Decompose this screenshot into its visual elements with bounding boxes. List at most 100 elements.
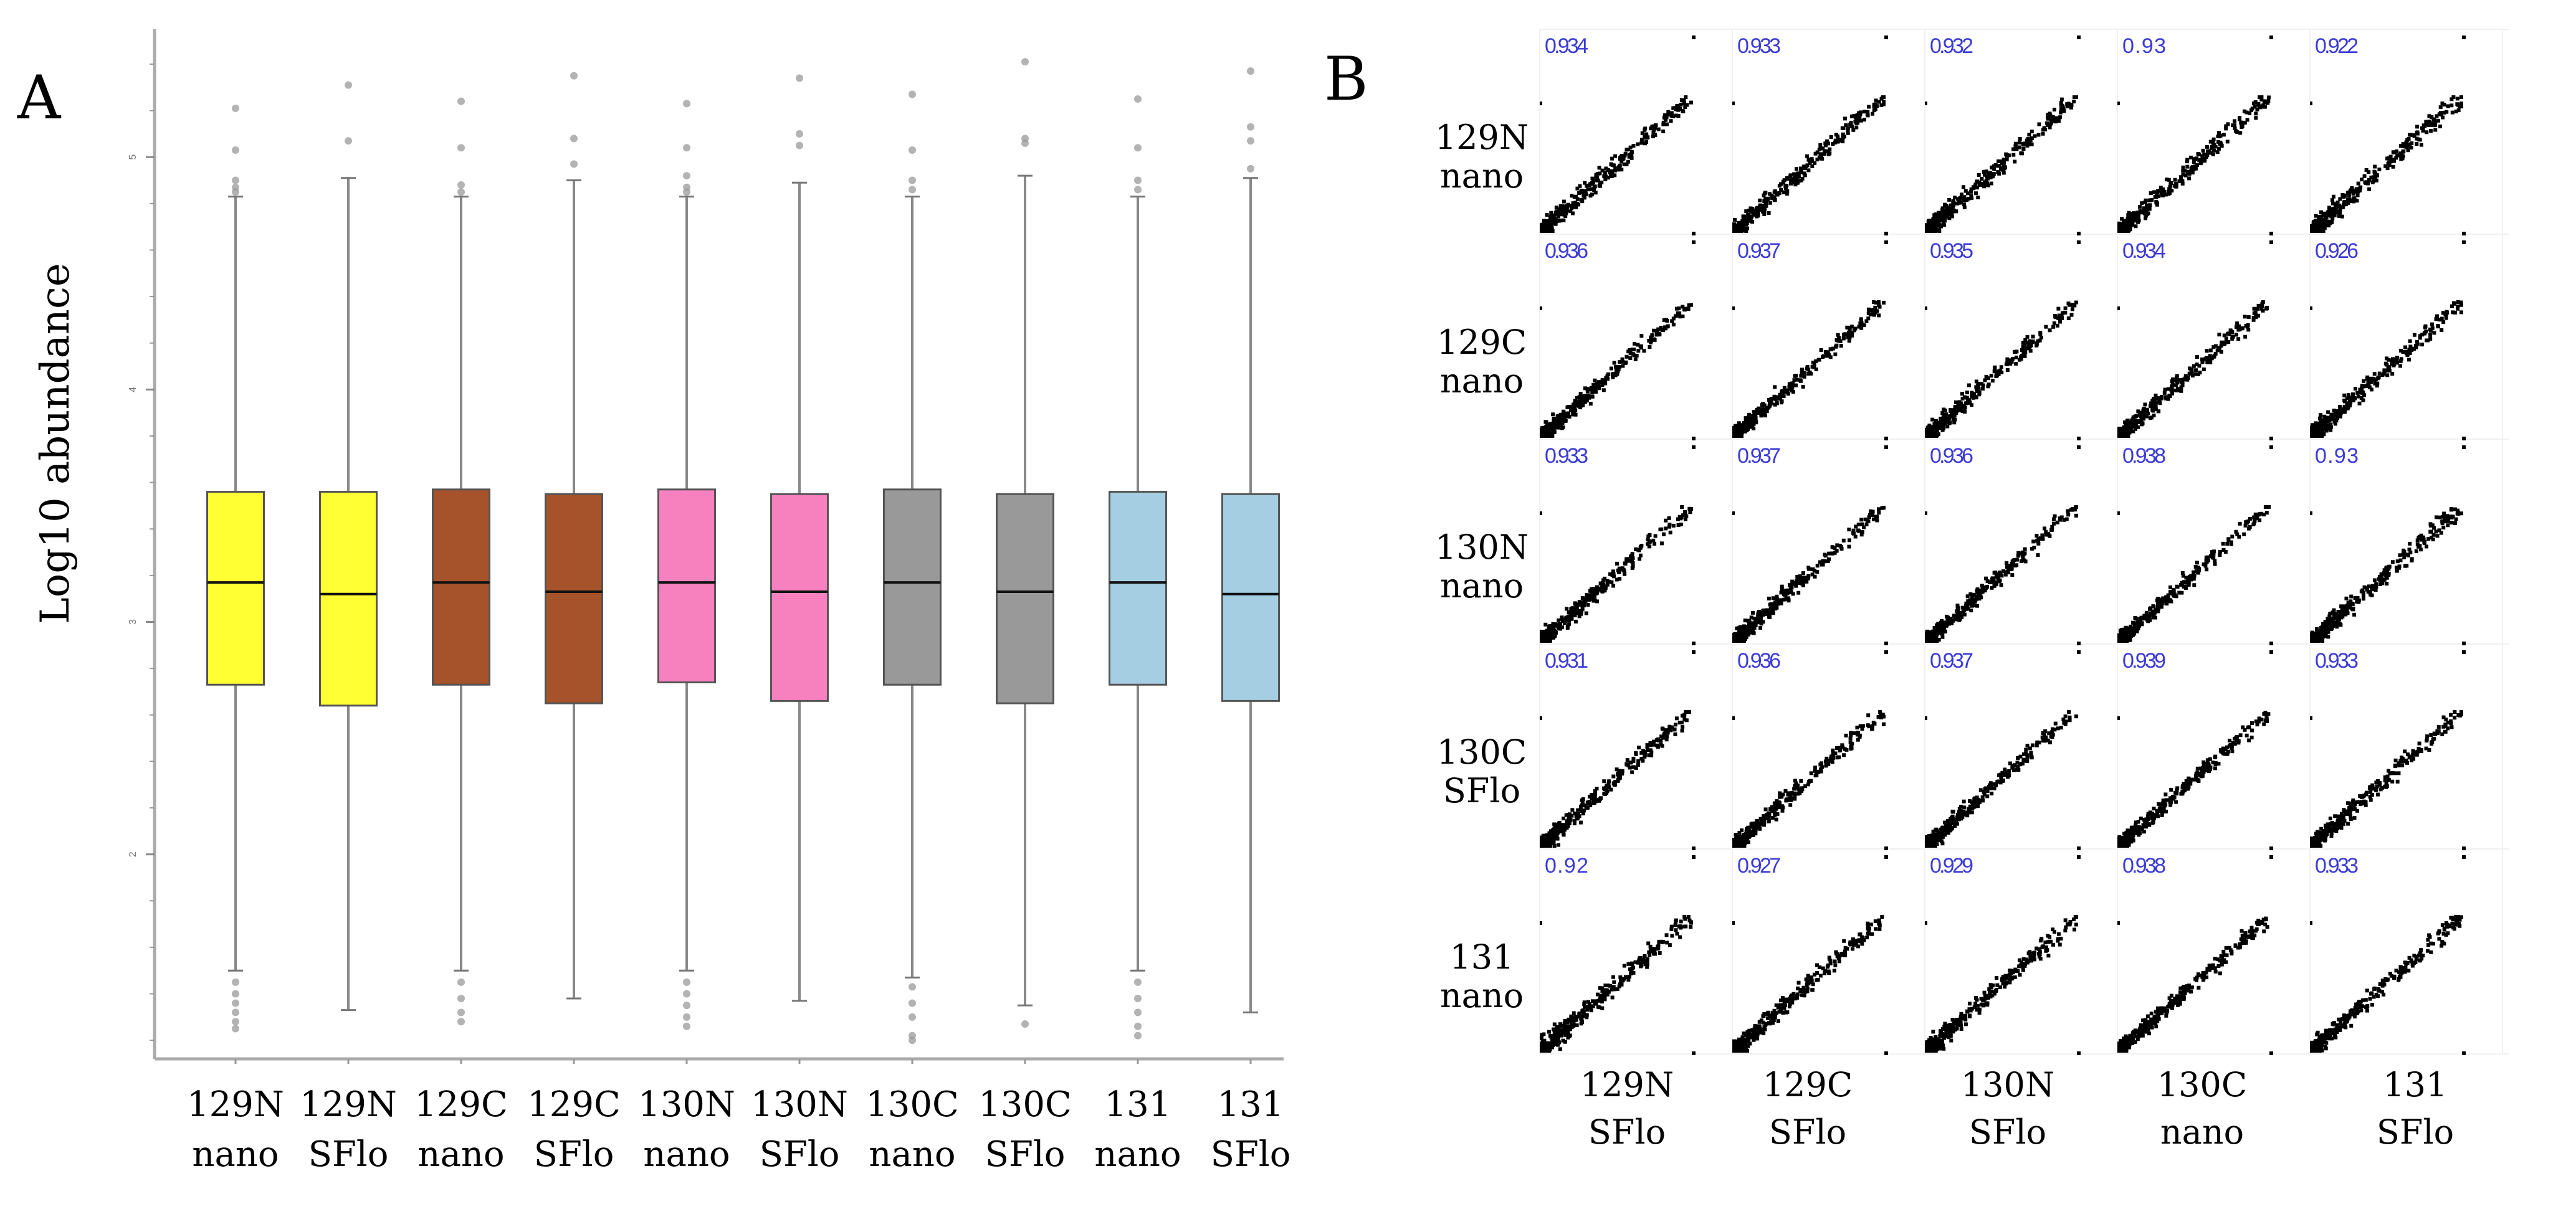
scatter-point (1689, 303, 1693, 307)
y-tick-label: 3 (128, 619, 138, 625)
scatter-point (2318, 423, 2322, 427)
scatter-point (1737, 633, 1742, 637)
scatter-point (2249, 108, 2253, 112)
scatter-point (1585, 595, 1589, 600)
scatter-point (1814, 359, 1818, 363)
scatter-point (1578, 397, 1583, 401)
scatter-point (1776, 396, 1780, 401)
scatter-point (1988, 171, 1992, 175)
scatter-point (2441, 311, 2445, 315)
scatter-point (1740, 625, 1744, 630)
scatter-point (2128, 225, 2132, 229)
x-tick-label: 130N (751, 1084, 848, 1125)
scatter-point (2358, 186, 2362, 191)
scatter-point (1575, 611, 1580, 615)
scatter-point (2048, 125, 2052, 130)
outlier-point (232, 1018, 239, 1026)
scatter-point (1582, 604, 1586, 608)
scatter-point (2433, 128, 2438, 132)
scatter-point (2377, 371, 2382, 376)
scatter-point (1928, 431, 1932, 435)
scatter-point (1822, 151, 1826, 155)
scatter-point (1770, 608, 1775, 612)
scatter-point (1788, 589, 1792, 593)
scatter-point (2444, 316, 2448, 320)
scatter-point (1945, 424, 1950, 429)
scatter-point (1976, 591, 1980, 595)
scatter-point (2061, 311, 2065, 315)
y-tick-label: 5 (128, 154, 138, 160)
scatter-point (1795, 581, 1800, 585)
scatter-point (2258, 95, 2262, 99)
scatter-point (1630, 347, 1634, 351)
scatter-point (2117, 102, 2120, 105)
scatter-point (1572, 205, 1577, 209)
scatter-point (2332, 206, 2336, 211)
scatter-point (2438, 124, 2443, 128)
scatter-point (2068, 303, 2072, 307)
scatter-point (1583, 189, 1587, 193)
outlier-point (457, 994, 465, 1002)
scatter-point (2145, 206, 2150, 211)
scatter-point (1785, 183, 1789, 187)
scatter-point (1877, 507, 1881, 511)
scatter-point (1567, 622, 1572, 627)
scatter-point (1613, 373, 1618, 377)
scatter-point (2014, 361, 2018, 366)
scatter-point (1649, 335, 1653, 339)
row-label: 129N (1435, 118, 1529, 157)
scatter-point (1954, 411, 1958, 415)
scatter-point (1543, 622, 1548, 627)
scatter-point (2248, 111, 2252, 115)
scatter-point (1557, 219, 1562, 223)
scatter-point (2362, 379, 2366, 383)
scatter-point (2219, 349, 2223, 354)
scatter-point (1795, 377, 1800, 382)
scatter-point (2252, 311, 2256, 315)
scatter-point (2033, 134, 2037, 138)
scatter-point (1796, 590, 1801, 595)
scatter-point (1658, 333, 1662, 337)
scatter-point (2144, 413, 2148, 417)
scatter-point (2451, 301, 2456, 305)
scatter-point (1976, 196, 1980, 200)
scatter-point (1773, 385, 1777, 389)
scatter-point (1780, 399, 1784, 404)
scatter-point (1578, 184, 1582, 188)
scatter-point (1590, 387, 1594, 391)
scatter-point (1629, 559, 1634, 564)
outlier-point (1134, 1008, 1142, 1017)
scatter-point (1679, 103, 1683, 107)
scatter-point (1575, 605, 1579, 610)
scatter-point (1937, 227, 1941, 232)
correlation-value: 0.934 (1545, 34, 1588, 58)
scatter-point (1547, 220, 1551, 225)
scatter-cell: 0.936 (1540, 239, 1696, 440)
outlier-point (1247, 164, 1254, 173)
x-tick-label: 131 (1105, 1084, 1171, 1125)
scatter-point (2174, 182, 2178, 186)
outlier-point (683, 1022, 690, 1030)
scatter-point (1859, 118, 1863, 123)
scatter-point (1548, 634, 1552, 638)
scatter-point (1630, 552, 1634, 556)
scatter-point (1626, 349, 1631, 354)
x-tick-label: 130C (978, 1084, 1072, 1125)
scatter-point (1982, 169, 1986, 174)
scatter-point (1748, 628, 1753, 632)
scatter-point (2187, 176, 2192, 181)
scatter-point (2124, 229, 2128, 233)
outlier-point (1134, 144, 1142, 152)
scatter-point (2198, 158, 2202, 162)
scatter-point (2375, 381, 2380, 386)
scatter-point (1872, 108, 1876, 113)
scatter-point (1653, 126, 1658, 130)
scatter-point (1549, 214, 1553, 218)
scatter-point (2373, 164, 2377, 169)
scatter-point (2365, 375, 2370, 379)
scatter-point (2052, 107, 2056, 111)
scatter-point (1777, 184, 1782, 188)
scatter-point (1662, 532, 1666, 536)
outlier-point (683, 1013, 690, 1021)
scatter-point (2144, 216, 2148, 220)
